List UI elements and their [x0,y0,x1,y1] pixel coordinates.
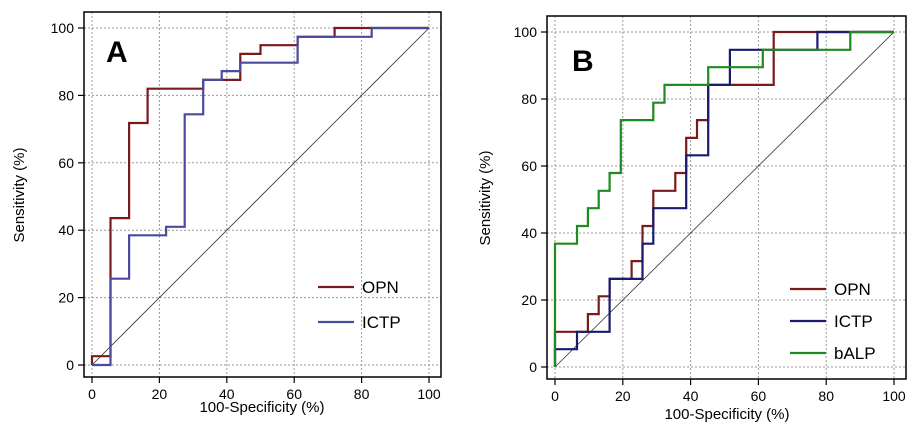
x-tick-label: 40 [683,388,699,404]
x-tick-label: 40 [219,386,235,402]
y-tick-label: 80 [521,91,537,107]
x-tick-label: 80 [354,386,370,402]
x-tick-label: 60 [286,386,302,402]
y-tick-label: 20 [521,292,537,308]
x-tick-label: 20 [615,388,631,404]
x-tick-label: 0 [88,386,96,402]
y-tick-label: 100 [514,24,538,40]
y-tick-label: 0 [529,359,537,375]
y-tick-label: 80 [58,87,74,103]
chart-panel-a: 0 20 40 60 80 100 0 20 40 60 80 100 100-Specificity … [11,11,442,416]
diagonal-reference-line [554,31,895,368]
diagonal-reference-line [91,27,430,366]
series-line-ictp [92,26,429,367]
legend-label-opn: OPN [834,280,871,299]
series-line-ictp [553,30,894,367]
plot-frame [83,11,442,378]
chart-panel-b: 0 20 40 60 80 100 0 20 40 60 80 100 100-Specificity … [477,15,907,423]
y-tick-label: 0 [66,357,74,373]
series-line-balp [553,30,894,367]
x-tick-label: 100 [417,386,441,402]
x-axis-label: 100-Specificity (%) [199,399,324,416]
legend-label-balp: bALP [834,344,876,363]
legend-label-ictp: ICTP [834,312,873,331]
x-tick-label: 0 [551,388,559,404]
x-tick-label: 100 [882,388,906,404]
panel-label: A [106,36,128,69]
y-tick-label: 40 [521,225,537,241]
x-tick-label: 60 [751,388,767,404]
x-tick-label: 20 [152,386,168,402]
legend-label-ictp: ICTP [362,313,401,332]
y-axis-label: Sensitivity (%) [11,147,28,242]
y-tick-label: 60 [521,158,537,174]
x-tick-label: 80 [818,388,834,404]
panel-label: B [572,45,594,78]
plot-frame [546,15,907,380]
y-tick-label: 100 [51,20,75,36]
legend-label-opn: OPN [362,278,399,297]
y-tick-label: 20 [58,290,74,306]
y-tick-label: 60 [58,155,74,171]
y-tick-label: 40 [58,222,74,238]
x-axis-label: 100-Specificity (%) [664,406,789,423]
y-axis-label: Sensitivity (%) [477,150,494,245]
